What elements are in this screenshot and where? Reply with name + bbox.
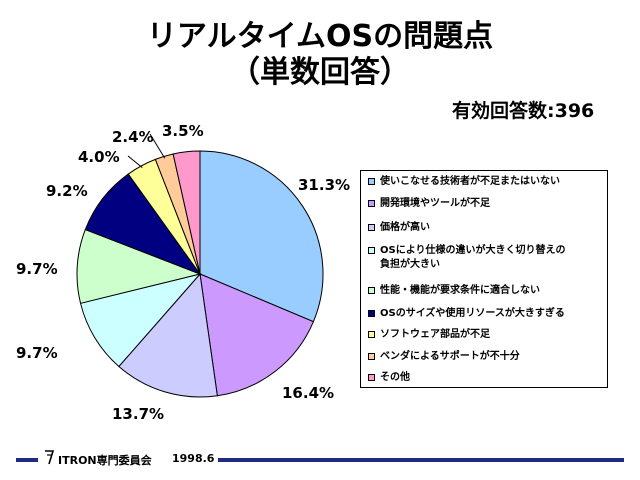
respondent-count: 有効回答数:396: [452, 100, 595, 122]
legend-label: その他: [380, 372, 410, 383]
legend-label: 使いこなせる技術者が不足またはいない: [380, 176, 560, 187]
legend-label: 開発環境やツールが不足: [380, 198, 490, 209]
footer-rule-right: [218, 458, 624, 462]
leader-line: [149, 133, 166, 159]
legend: 使いこなせる技術者が不足またはいない 開発環境やツールが不足 価格が高い OSに…: [360, 170, 608, 388]
pie-value-label: 16.4%: [282, 384, 335, 402]
pie-value-label: 3.5%: [162, 122, 204, 140]
footer-rule-left: [16, 458, 38, 462]
pie-slice: [199, 273, 315, 397]
legend-label: ソフトウェア部品が不足: [380, 329, 490, 340]
legend-label: 価格が高い: [380, 222, 430, 233]
legend-swatch: [368, 287, 375, 294]
legend-swatch: [368, 310, 375, 317]
pie-value-label: 4.0%: [78, 148, 120, 166]
footer-date: 1998.6: [172, 452, 215, 465]
pie-value-label: 13.7%: [112, 405, 165, 423]
legend-label: 性能・機能が要求条件に適合しない: [380, 285, 540, 296]
legend-swatch: [368, 200, 375, 207]
chart-title: リアルタイムOSの問題点: [146, 19, 494, 54]
legend-label: OSのサイズや使用リソースが大きすぎる: [380, 308, 565, 319]
pie-slice: [76, 228, 202, 304]
footer-organization: ITRON専門委員会: [58, 454, 152, 467]
legend-label: ベンダによるサポートが不十分: [380, 351, 520, 362]
pie-value-label: 31.3%: [298, 176, 351, 194]
pie-slice: [79, 273, 202, 368]
legend-label-line: 負担が大きい: [380, 259, 440, 270]
legend-label-line: OSにより仕様の違いが大きく切り替えの: [380, 245, 566, 256]
pie-slice: [172, 150, 201, 275]
leader-lines: [127, 133, 166, 168]
legend-swatch: [368, 374, 375, 381]
legend-swatch: [368, 353, 375, 360]
legend-swatch: [368, 247, 375, 254]
pie-value-label: 9.2%: [46, 182, 88, 200]
legend-label: OSにより仕様の違いが大きく切り替えの 負担が大きい: [380, 244, 566, 272]
legend-swatch: [368, 331, 375, 338]
pie-value-label: 9.7%: [16, 344, 58, 362]
itron-logo-icon: [45, 450, 54, 465]
pie-slice: [118, 272, 218, 398]
legend-swatch: [368, 178, 375, 185]
pie-slices: [76, 150, 324, 398]
pie-value-label: 2.4%: [112, 128, 154, 146]
legend-swatch: [368, 224, 375, 231]
pie-slice: [199, 150, 324, 323]
pie-value-label: 9.7%: [16, 260, 58, 278]
leader-line: [127, 155, 143, 168]
chart-subtitle: （単数回答）: [230, 55, 410, 90]
